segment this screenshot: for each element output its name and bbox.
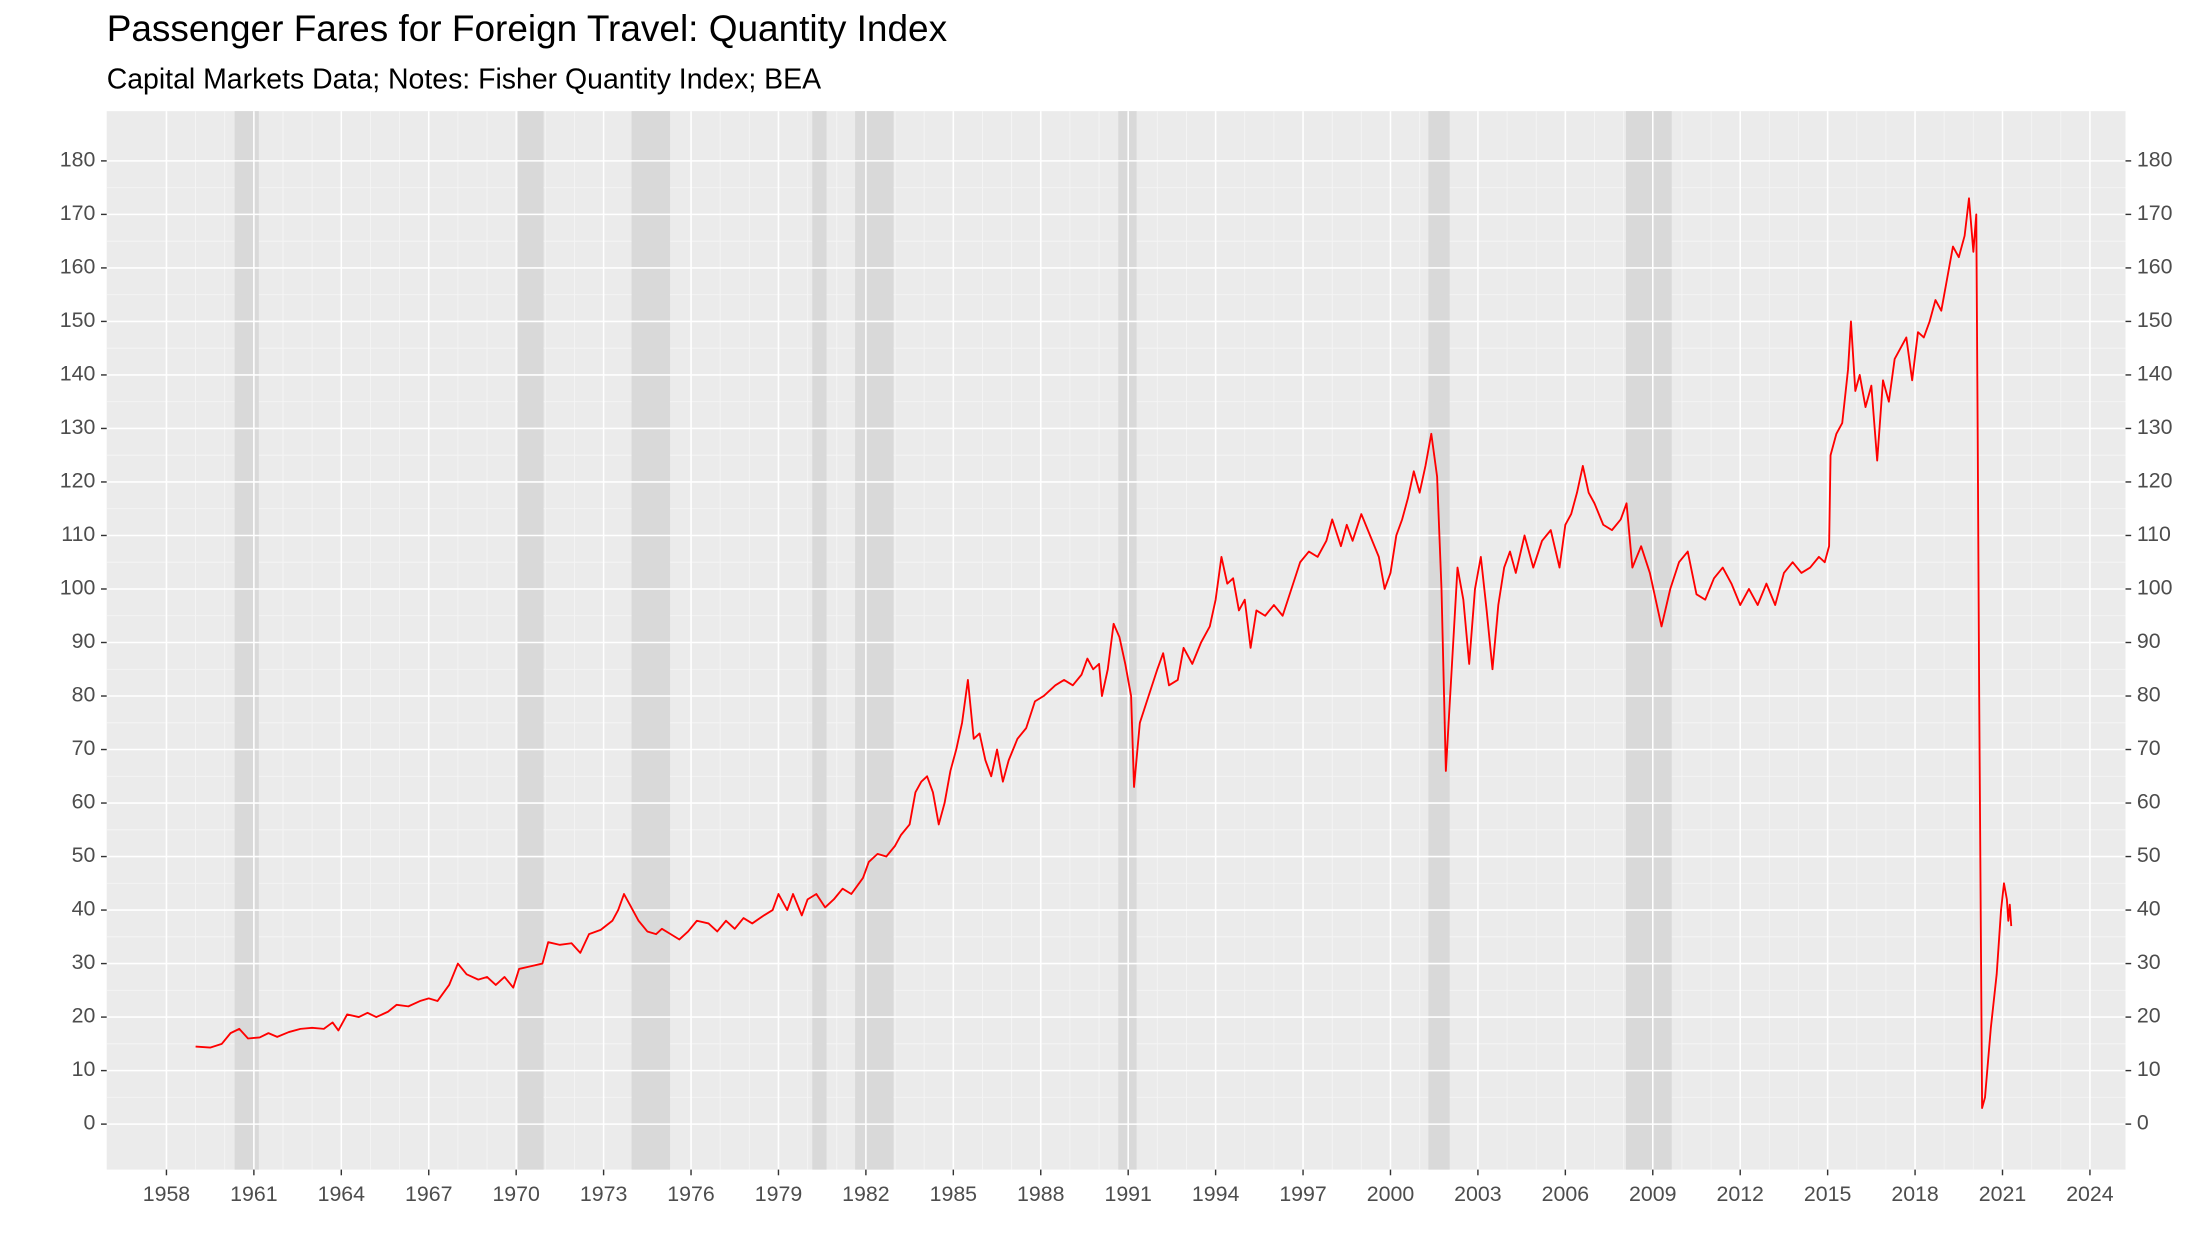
y-tick-label: 170 xyxy=(60,201,96,225)
recession-band xyxy=(234,111,259,1170)
x-tick-label: 2015 xyxy=(1804,1182,1851,1206)
x-tick-label: 1994 xyxy=(1192,1182,1240,1206)
x-tick-label: 1973 xyxy=(580,1182,627,1206)
x-tick-label: 1982 xyxy=(842,1182,889,1206)
recession-band xyxy=(631,111,671,1170)
recession-band xyxy=(517,111,544,1170)
y-tick-label: 180 xyxy=(60,148,96,172)
y2-tick-label: 0 xyxy=(2137,1111,2149,1135)
recession-band xyxy=(1428,111,1450,1170)
x-tick-label: 2012 xyxy=(1716,1182,1763,1206)
x-tick-label: 1964 xyxy=(318,1182,366,1206)
y-tick-label: 80 xyxy=(72,683,96,707)
y2-tick-label: 90 xyxy=(2137,629,2161,653)
y2-tick-label: 100 xyxy=(2137,576,2173,600)
y-tick-label: 130 xyxy=(60,415,96,439)
x-tick-label: 2009 xyxy=(1629,1182,1676,1206)
x-tick-label: 1985 xyxy=(930,1182,977,1206)
y2-tick-label: 70 xyxy=(2137,736,2161,760)
x-tick-label: 2021 xyxy=(1979,1182,2026,1206)
chart-subtitle: Capital Markets Data; Notes: Fisher Quan… xyxy=(107,64,821,96)
x-tick-label: 1988 xyxy=(1017,1182,1064,1206)
y-tick-label: 20 xyxy=(72,1004,96,1028)
x-tick-label: 2000 xyxy=(1367,1182,1415,1206)
x-tick-label: 2018 xyxy=(1891,1182,1938,1206)
y-tick-label: 120 xyxy=(60,469,96,493)
y2-tick-label: 130 xyxy=(2137,415,2173,439)
y2-tick-label: 10 xyxy=(2137,1057,2161,1081)
x-tick-label: 1958 xyxy=(143,1182,190,1206)
y-tick-label: 40 xyxy=(72,897,96,921)
y-tick-label: 10 xyxy=(72,1057,96,1081)
y-tick-label: 160 xyxy=(60,255,96,279)
recession-band xyxy=(812,111,827,1170)
y-tick-label: 0 xyxy=(83,1111,95,1135)
chart-title: Passenger Fares for Foreign Travel: Quan… xyxy=(107,8,948,49)
y2-tick-label: 30 xyxy=(2137,950,2161,974)
x-tick-label: 1976 xyxy=(667,1182,714,1206)
x-tick-label: 1961 xyxy=(230,1182,277,1206)
y2-tick-label: 80 xyxy=(2137,683,2161,707)
y2-tick-label: 120 xyxy=(2137,469,2173,493)
y2-tick-label: 170 xyxy=(2137,201,2173,225)
y2-tick-label: 160 xyxy=(2137,255,2173,279)
y2-tick-label: 20 xyxy=(2137,1004,2161,1028)
x-tick-label: 2006 xyxy=(1542,1182,1589,1206)
plot-panel xyxy=(106,111,2126,1170)
x-tick-label: 1997 xyxy=(1279,1182,1326,1206)
y-tick-label: 90 xyxy=(72,629,96,653)
x-tick-label: 2024 xyxy=(2066,1182,2114,1206)
y-tick-label: 60 xyxy=(72,790,96,814)
y-tick-label: 30 xyxy=(72,950,96,974)
y2-tick-label: 140 xyxy=(2137,362,2173,386)
y-tick-label: 70 xyxy=(72,736,96,760)
y-tick-label: 140 xyxy=(60,362,96,386)
recession-band xyxy=(855,111,894,1170)
x-tick-label: 1970 xyxy=(492,1182,540,1206)
y-tick-label: 100 xyxy=(60,576,96,600)
x-tick-label: 2003 xyxy=(1454,1182,1501,1206)
data-line xyxy=(195,197,2013,1109)
y2-tick-label: 40 xyxy=(2137,897,2161,921)
recession-band xyxy=(1625,111,1672,1170)
y-tick-label: 50 xyxy=(72,843,96,867)
x-tick-label: 1991 xyxy=(1104,1182,1151,1206)
y2-tick-label: 150 xyxy=(2137,308,2173,332)
y-tick-label: 150 xyxy=(60,308,96,332)
y2-tick-label: 180 xyxy=(2137,148,2173,172)
y-tick-label: 110 xyxy=(61,522,95,546)
x-tick-label: 1967 xyxy=(405,1182,452,1206)
y2-tick-label: 50 xyxy=(2137,843,2161,867)
y2-tick-label: 60 xyxy=(2137,790,2161,814)
x-tick-label: 1979 xyxy=(755,1182,802,1206)
y2-tick-label: 110 xyxy=(2137,522,2171,546)
